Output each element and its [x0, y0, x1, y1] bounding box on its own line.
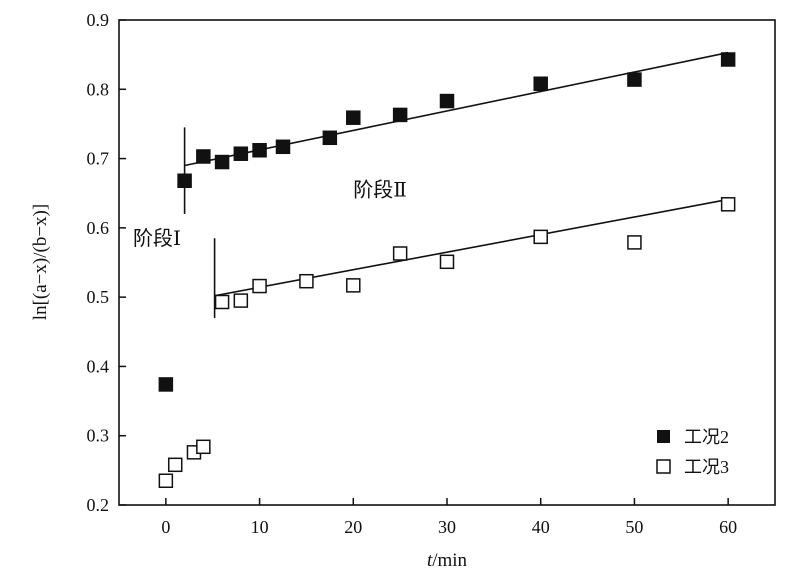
- x-tick-label: 20: [344, 517, 362, 537]
- data-point-3: [167, 457, 183, 473]
- data-point-3: [299, 273, 314, 289]
- data-point-3: [533, 229, 548, 245]
- stage-label-2: 阶段Ⅱ: [353, 179, 407, 202]
- x-tick-label: 0: [161, 517, 170, 537]
- data-point-2: [275, 139, 291, 155]
- x-tick-label: 40: [532, 517, 550, 537]
- data-point-3: [158, 473, 174, 488]
- y-tick-label: 0.4: [87, 356, 110, 376]
- data-point-3: [214, 294, 230, 310]
- data-point-2: [214, 154, 230, 170]
- x-tick-label: 30: [438, 517, 456, 537]
- y-axis-label: ln[(a−x)/(b−x)]: [30, 204, 51, 320]
- data-point-2: [392, 107, 408, 123]
- y-tick-label: 0.2: [87, 495, 110, 515]
- fit-line-3: [214, 198, 729, 297]
- y-tick-label: 0.8: [87, 79, 110, 99]
- data-point-3: [252, 278, 267, 294]
- y-tick-label: 0.3: [87, 426, 110, 446]
- data-point-2: [177, 173, 192, 188]
- data-point-2: [233, 146, 249, 161]
- data-point-2: [322, 130, 338, 146]
- x-axis-label: t/min: [427, 550, 468, 571]
- data-point-3: [392, 246, 408, 261]
- legend: 工况2 工况3: [656, 427, 729, 477]
- legend-label-2: 工况3: [684, 457, 729, 477]
- x-axis-label-italic: t: [427, 550, 433, 571]
- legend-marker-filled: [657, 430, 670, 443]
- legend-label-1: 工况2: [684, 427, 729, 447]
- stage-label-1: 阶段Ⅰ: [133, 227, 181, 250]
- data-point-2: [720, 52, 736, 67]
- data-point-2: [196, 149, 211, 164]
- data-point-3: [439, 254, 455, 270]
- x-tick-label: 50: [625, 517, 643, 537]
- legend-marker-open: [656, 459, 671, 474]
- data-point-2: [346, 110, 361, 125]
- x-tick-label: 60: [719, 517, 737, 537]
- y-tick-label: 0.9: [87, 10, 110, 30]
- data-point-2: [627, 72, 642, 87]
- y-tick-label: 0.7: [87, 149, 110, 169]
- data-point-3: [196, 439, 211, 455]
- data-point-2: [158, 377, 174, 392]
- data-point-3: [346, 278, 361, 293]
- data-point-3: [627, 235, 642, 250]
- y-tick-label: 0.6: [87, 218, 110, 238]
- x-axis-label-unit: /min: [432, 550, 467, 571]
- x-tick-label: 10: [251, 517, 269, 537]
- data-point-2: [439, 93, 455, 109]
- y-tick-label: 0.5: [87, 287, 110, 307]
- data-point-2: [252, 143, 267, 158]
- data-point-2: [533, 76, 548, 91]
- fit-line-2: [184, 51, 729, 167]
- data-point-3: [720, 197, 736, 212]
- data-point-3: [233, 293, 249, 308]
